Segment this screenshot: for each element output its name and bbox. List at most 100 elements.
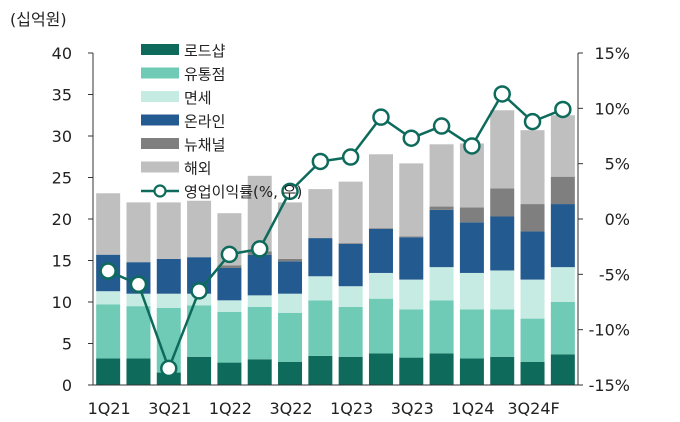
margin-point — [432, 117, 451, 135]
x-tick-label: 3Q24F — [507, 399, 559, 418]
margin-point — [99, 262, 117, 280]
axes — [92, 53, 579, 386]
margin-point — [341, 148, 360, 166]
bar-segment — [96, 193, 121, 255]
bar-segment — [459, 309, 484, 359]
legend-label: 온라인 — [184, 113, 225, 131]
legend-label: 유통점 — [184, 66, 225, 84]
margin-point — [463, 137, 481, 155]
bar-segment — [399, 309, 424, 358]
bar-segment — [338, 243, 363, 244]
bar-segment — [490, 216, 515, 271]
bar-segment — [490, 188, 515, 217]
y-axis-unit-label: (십억원) — [10, 10, 67, 29]
right-tick-label: 15% — [594, 44, 630, 63]
left-tick-label: 30 — [52, 127, 72, 146]
stacked-bars — [96, 110, 575, 385]
left-tick-label: 0 — [62, 376, 72, 395]
bar-segment — [429, 267, 454, 301]
bar-segment — [459, 358, 484, 385]
bar-segment — [338, 243, 363, 287]
margin-point — [311, 152, 330, 171]
margin-point — [493, 85, 511, 103]
bar-segment — [490, 356, 515, 385]
bar-segment — [278, 261, 303, 294]
bar-segment — [550, 176, 575, 205]
bar-segment — [550, 115, 575, 177]
bar-segment — [429, 353, 454, 385]
bar-segment — [96, 358, 121, 385]
bar-segment — [156, 258, 181, 294]
bar-segment — [217, 311, 242, 363]
right-tick-label: -10% — [589, 321, 630, 340]
legend-swatch — [141, 44, 179, 55]
bar-segment — [520, 130, 545, 205]
bar-segment — [278, 202, 303, 259]
bar-segment — [126, 306, 151, 359]
bar-segment — [308, 276, 333, 301]
bar-segment — [429, 206, 454, 210]
bar-segment — [247, 359, 272, 385]
bar-segment — [490, 309, 515, 357]
bar-segment — [308, 189, 333, 239]
bar-segment — [96, 291, 121, 305]
bar-segment — [156, 372, 181, 385]
bar-segment — [217, 300, 242, 312]
legend-swatch — [141, 138, 179, 149]
bar-segment — [338, 306, 363, 357]
bar-segment — [338, 356, 363, 385]
bar-segment — [308, 300, 333, 356]
legend-swatch — [141, 161, 179, 173]
bar-segment — [247, 175, 272, 252]
left-tick-label: 25 — [52, 169, 72, 188]
left-tick-label: 10 — [52, 293, 72, 312]
bar-segment — [338, 286, 363, 307]
margin-point — [250, 240, 269, 258]
bar-segment — [368, 154, 393, 229]
margin-point — [372, 108, 390, 126]
bar-segment — [520, 204, 545, 232]
right-tick-label: 0% — [605, 210, 630, 229]
bar-segment — [278, 361, 303, 385]
margin-line-layer — [99, 85, 572, 378]
legend-label: 영업이익률(%, 우) — [184, 183, 302, 201]
bar-segment — [338, 181, 363, 244]
bar-segment — [429, 209, 454, 268]
bar-segment — [520, 361, 545, 385]
bar-segment — [399, 357, 424, 385]
left-tick-label: 5 — [62, 335, 72, 354]
right-tick-label: -15% — [589, 376, 630, 395]
left-axis-ticks: 0 5 10 15 20 25 30 35 40 — [52, 44, 93, 395]
bar-segment — [217, 362, 242, 385]
margin-line — [107, 92, 564, 370]
bar-segment — [490, 110, 515, 189]
bar-segment — [126, 358, 151, 385]
left-tick-label: 40 — [52, 44, 72, 63]
legend-label: 면세 — [184, 89, 212, 107]
bar-segment — [399, 279, 424, 310]
legend-label: 해외 — [184, 160, 212, 178]
margin-point — [554, 100, 572, 119]
bar-segment — [550, 204, 575, 268]
margin-point — [220, 245, 239, 264]
x-tick-label: 1Q21 — [88, 399, 131, 418]
bar-segment — [187, 200, 212, 258]
right-tick-label: 5% — [605, 155, 630, 174]
bar-segment — [459, 272, 484, 310]
bar-segment — [520, 318, 545, 362]
bar-segment — [520, 231, 545, 280]
legend-label: 로드샵 — [184, 42, 226, 60]
x-tick-label: 3Q23 — [391, 399, 434, 418]
x-tick-label: 3Q22 — [269, 399, 312, 418]
left-tick-label: 15 — [52, 252, 72, 271]
bar-segment — [247, 295, 272, 307]
margin-point — [523, 112, 542, 131]
x-tick-label: 3Q21 — [148, 399, 191, 418]
bar-segment — [278, 293, 303, 313]
x-tick-label: 1Q23 — [330, 399, 373, 418]
bar-segment — [459, 222, 484, 273]
margin-point — [402, 129, 421, 147]
bar-segment — [247, 254, 272, 296]
legend-swatch — [141, 67, 179, 79]
